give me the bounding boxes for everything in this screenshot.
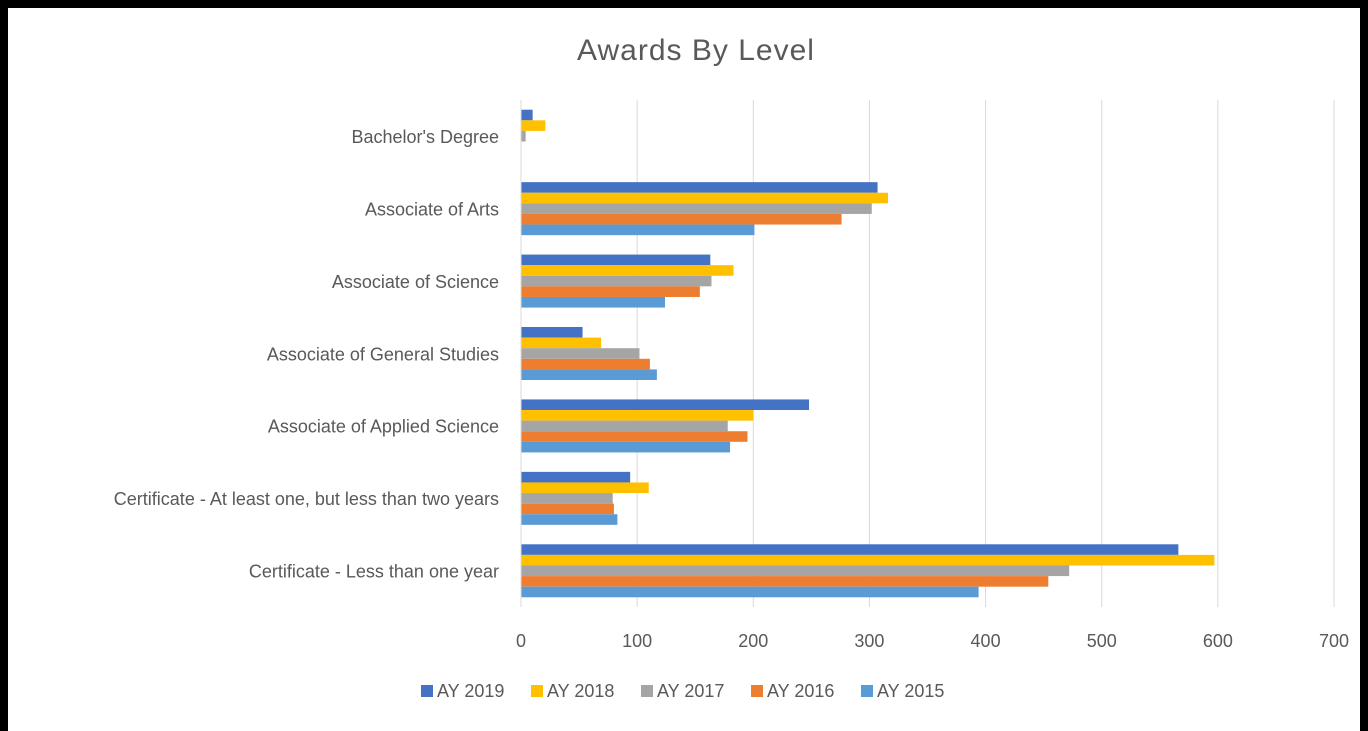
legend-label: AY 2017 [657,681,724,701]
legend-label: AY 2015 [877,681,944,701]
bar [521,503,614,515]
legend-swatch [641,685,653,697]
legend-swatch [531,685,543,697]
bar [521,586,979,598]
bar [521,410,754,421]
x-tick-label: 700 [1319,631,1349,651]
x-tick-label: 400 [971,631,1001,651]
legend-swatch [421,685,433,697]
y-tick-label: Certificate - At least one, but less tha… [114,489,499,509]
bar [521,254,711,266]
legend-swatch [861,685,873,697]
y-tick-label: Certificate - Less than one year [249,562,499,582]
bar [521,348,640,359]
bar [521,224,755,236]
legend-label: AY 2019 [437,681,504,701]
bar [521,565,1070,577]
bar [521,420,728,432]
bar [521,182,878,193]
y-tick-label: Bachelor's Degree [351,127,499,147]
bar [521,296,666,308]
bar [521,120,546,131]
bar [521,265,734,276]
bar [521,203,872,214]
bar [521,358,650,370]
bar [521,471,631,483]
legend-swatch [751,685,763,697]
x-tick-label: 500 [1087,631,1117,651]
bar [521,109,533,121]
bar [521,493,613,504]
bar [521,482,649,494]
x-tick-label: 100 [622,631,652,651]
y-tick-label: Associate of Applied Science [268,417,499,437]
bar [521,192,889,204]
bar [521,576,1049,587]
bar [521,431,748,442]
x-tick-label: 200 [738,631,768,651]
legend-label: AY 2018 [547,681,614,701]
chart-title: Awards By Level [577,34,815,67]
bar [521,327,583,338]
bar [521,213,842,225]
bar [521,514,618,525]
x-tick-label: 0 [516,631,526,651]
bar [521,399,810,411]
legend-label: AY 2016 [767,681,834,701]
bar [521,337,602,349]
bar [521,286,700,297]
bar [521,369,657,380]
bar [521,544,1179,555]
x-tick-label: 300 [854,631,884,651]
y-tick-label: Associate of Science [332,272,499,292]
bar [521,275,712,287]
bar [521,130,526,142]
y-tick-label: Associate of General Studies [267,344,499,364]
x-tick-label: 600 [1203,631,1233,651]
y-tick-label: Associate of Arts [365,199,499,219]
bar [521,441,731,453]
bar [521,554,1215,566]
